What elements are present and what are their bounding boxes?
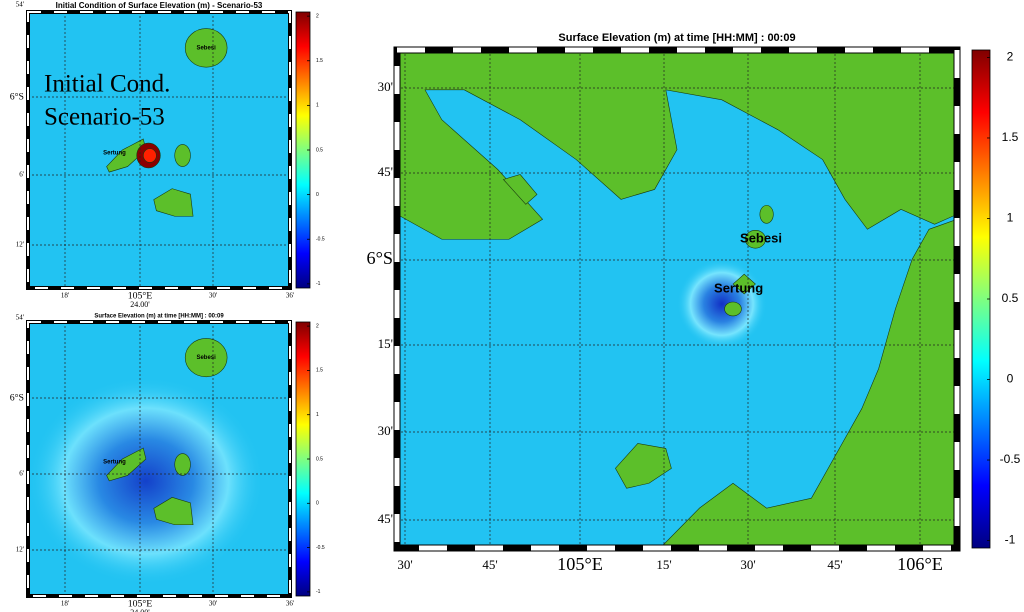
- land: [153, 497, 194, 526]
- colorbar-tick-label: 2: [316, 13, 319, 19]
- colorbar-tick-label: 1.5: [316, 368, 323, 374]
- place-label: Sertung: [103, 150, 126, 156]
- colorbar-tick-label: 0.5: [1002, 291, 1019, 305]
- source: [142, 148, 157, 163]
- land: [174, 144, 191, 167]
- x-tick-label: 30': [740, 557, 755, 572]
- land: [184, 338, 228, 378]
- colorbar-tick-label: 0.5: [316, 147, 323, 153]
- land: [759, 205, 774, 224]
- x-sublabel: 24.00': [130, 608, 150, 612]
- x-tick-label: 15': [656, 557, 671, 572]
- x-tick-label: 45': [827, 557, 842, 572]
- y-tick-label: 6°S: [367, 248, 393, 268]
- overlay-text: Initial Cond.: [44, 71, 170, 98]
- y-tick-label: 6°S: [10, 91, 24, 102]
- colorbar-tick-label: -0.5: [316, 237, 325, 243]
- y-tick-label: 6': [19, 470, 24, 478]
- overlay-text: Scenario-53: [44, 104, 165, 131]
- colorbar-tick-label: 1: [316, 412, 319, 418]
- panel-title: Surface Elevation (m) at time [HH:MM] : …: [558, 32, 795, 44]
- x-tick-label: 30': [397, 557, 412, 572]
- colorbar-tick-label: 1: [316, 103, 319, 109]
- x-tick-label: 105°E: [557, 554, 603, 574]
- frame-ticks: [27, 321, 291, 597]
- land: [174, 453, 191, 476]
- land: [732, 273, 756, 295]
- x-tick-label: 18': [61, 292, 69, 300]
- land: [615, 443, 672, 489]
- place-label: Sertung: [714, 280, 763, 295]
- y-tick-label: 6°S: [10, 392, 24, 403]
- place-label: Sebesi: [196, 45, 216, 51]
- colorbar-tick-label: 0: [1007, 372, 1014, 386]
- colorbar-tick-label: 0: [316, 192, 319, 198]
- frame-ticks: [27, 11, 291, 289]
- land: [745, 229, 766, 249]
- x-tick-label: 105°E: [128, 598, 153, 609]
- x-tick-label: 36': [286, 600, 294, 608]
- colorbar-tick-label: 0: [316, 501, 319, 507]
- map-panel: Initial Condition of Surface Elevation (…: [10, 1, 325, 309]
- y-tick-label: 30': [378, 423, 393, 438]
- colorbar-tick-label: 1: [1007, 211, 1014, 225]
- x-tick-label: 45': [482, 557, 497, 572]
- y-tick-label: 30': [378, 79, 393, 94]
- x-tick-label: 30': [209, 292, 217, 300]
- panel-title: Initial Condition of Surface Elevation (…: [56, 1, 263, 10]
- wave-field: [27, 376, 264, 586]
- y-tick-label: 45': [378, 511, 393, 526]
- land: [106, 447, 147, 482]
- x-tick-label: 106°E: [897, 554, 943, 574]
- y-tick-label: 54': [16, 1, 24, 9]
- colorbar-tick-label: -1: [316, 589, 321, 595]
- colorbar-tick-label: 1.5: [1002, 130, 1019, 144]
- frame-ticks: [394, 47, 960, 551]
- y-tick-label: 6': [19, 171, 24, 179]
- y-tick-label: 54': [16, 314, 24, 322]
- y-tick-label: 45': [378, 164, 393, 179]
- y-tick-label: 12': [16, 241, 24, 249]
- land: [502, 174, 538, 205]
- x-tick-label: 36': [286, 292, 294, 300]
- land: [396, 49, 958, 240]
- wave-field: [677, 259, 767, 349]
- land: [659, 218, 958, 549]
- y-tick-label: 12': [16, 546, 24, 554]
- colorbar-tick-label: 1.5: [316, 58, 323, 64]
- x-tick-label: 18': [61, 600, 69, 608]
- colorbar-tick-label: -1: [316, 281, 321, 287]
- map-panel: Surface Elevation (m) at time [HH:MM] : …: [10, 314, 325, 612]
- map-panel: Surface Elevation (m) at time [HH:MM] : …: [367, 32, 1021, 574]
- x-sublabel: 24.00': [130, 300, 150, 309]
- x-tick-label: 105°E: [128, 290, 153, 301]
- colorbar-tick-label: -0.5: [1000, 452, 1021, 466]
- place-label: Sebesi: [196, 355, 216, 361]
- land: [184, 28, 228, 68]
- land: [153, 188, 194, 217]
- place-label: Sertung: [103, 459, 126, 465]
- colorbar-tick-label: -0.5: [316, 545, 325, 551]
- colorbar-tick-label: 0.5: [316, 456, 323, 462]
- colorbar-tick-label: 2: [1007, 50, 1014, 64]
- land: [724, 301, 742, 317]
- x-tick-label: 30': [209, 600, 217, 608]
- colorbar-tick-label: 2: [316, 323, 319, 329]
- place-label: Sebesi: [740, 231, 782, 246]
- colorbar-tick-label: -1: [1005, 533, 1016, 547]
- y-tick-label: 15': [378, 336, 393, 351]
- panel-title: Surface Elevation (m) at time [HH:MM] : …: [94, 314, 224, 320]
